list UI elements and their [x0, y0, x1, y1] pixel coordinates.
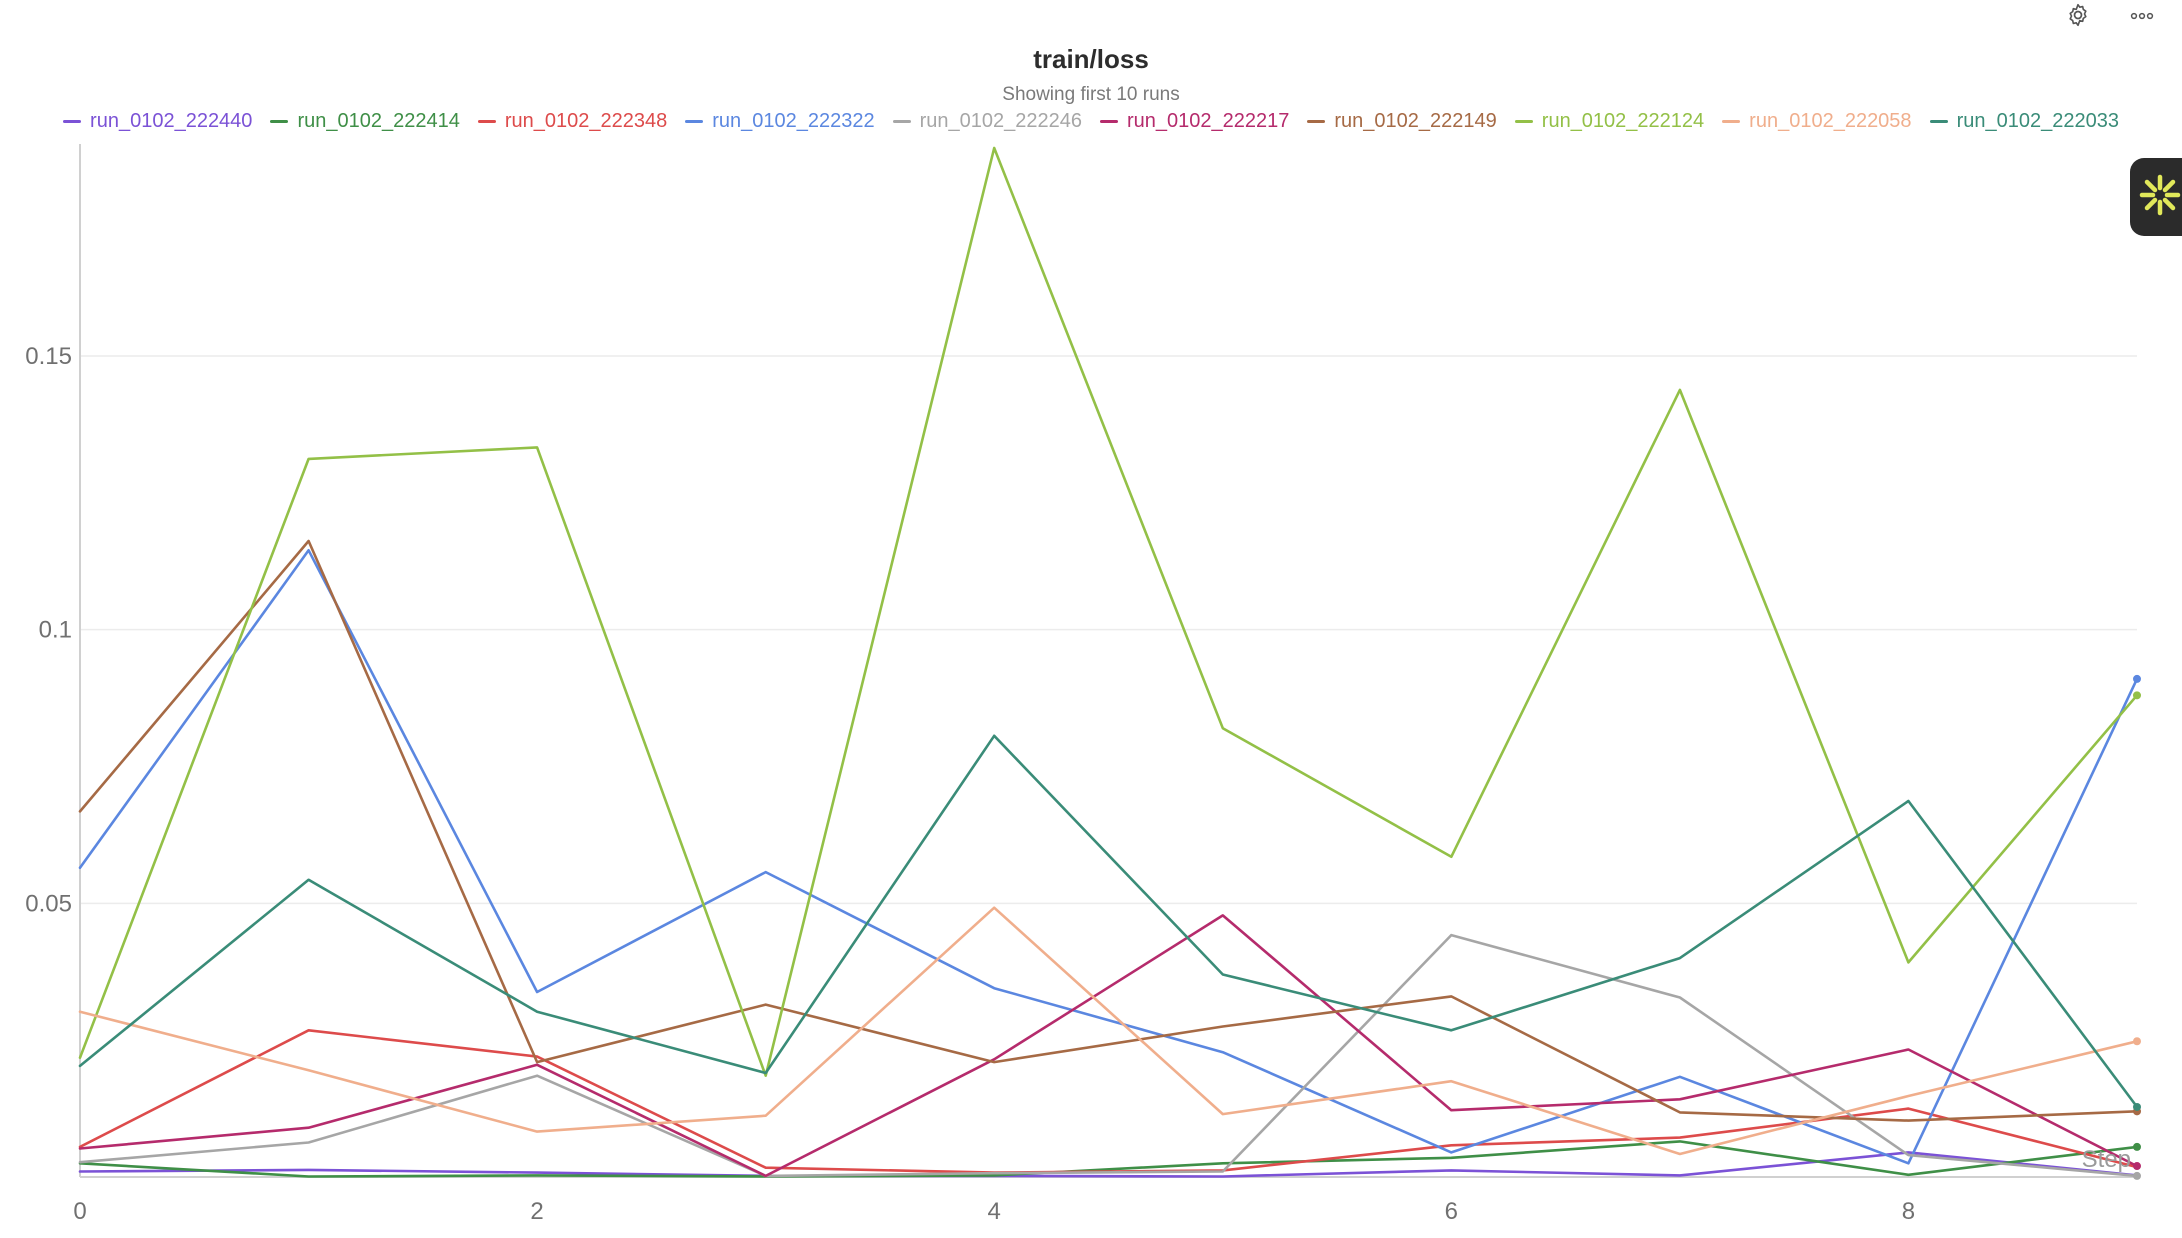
gear-icon	[2065, 2, 2091, 33]
legend-label: run_0102_222440	[90, 110, 253, 132]
legend-label: run_0102_222322	[712, 110, 875, 132]
series-line-run_0102_222217	[78, 914, 2139, 1178]
legend-swatch	[1307, 120, 1326, 123]
x-tick-label: 8	[1902, 1198, 1915, 1225]
legend-swatch	[685, 120, 704, 123]
legend-item[interactable]: run_0102_222058	[1722, 110, 1912, 133]
legend-item[interactable]: run_0102_222440	[63, 110, 252, 133]
series-line-run_0102_222246	[78, 933, 2139, 1178]
chart-settings-button[interactable]	[2060, 2, 2096, 32]
chart-subtitle: Showing first 10 runs	[1002, 84, 1180, 105]
legend-swatch	[1929, 120, 1948, 123]
assistant-widget-button[interactable]	[2130, 158, 2182, 236]
legend-swatch	[270, 120, 289, 123]
legend-swatch	[63, 120, 82, 123]
legend-label: run_0102_222246	[919, 110, 1082, 132]
x-tick-label: 0	[73, 1198, 86, 1225]
series-end-point-run_0102_222058	[2133, 1037, 2141, 1046]
chart-legend: run_0102_222440 run_0102_222414 run_0102_2…	[0, 110, 2182, 133]
legend-swatch	[477, 120, 496, 123]
x-tick-label: 2	[530, 1198, 543, 1225]
series-line-run_0102_222322	[78, 548, 2139, 1165]
series-end-point-run_0102_222322	[2133, 674, 2141, 683]
series-line-run_0102_222058	[78, 906, 2139, 1156]
series-end-point-run_0102_222217	[2133, 1162, 2141, 1171]
series-line-run_0102_222149	[78, 539, 2139, 1122]
legend-swatch	[1100, 120, 1118, 123]
series-end-point-run_0102_222124	[2133, 691, 2141, 700]
legend-item[interactable]: run_0102_222246	[892, 110, 1082, 133]
y-tick-label: 0.05	[25, 890, 72, 917]
chart-more-button[interactable]	[2124, 2, 2160, 32]
legend-swatch	[892, 120, 911, 123]
legend-label: run_0102_222149	[1334, 110, 1497, 132]
legend-swatch	[1722, 120, 1741, 123]
legend-label: run_0102_222217	[1127, 110, 1290, 132]
x-axis-label: Step	[2082, 1146, 2131, 1173]
series-end-point-run_0102_222414	[2133, 1142, 2141, 1151]
legend-item[interactable]: run_0102_222217	[1100, 110, 1289, 133]
legend-item[interactable]: run_0102_222124	[1514, 110, 1705, 133]
legend-item[interactable]: run_0102_222149	[1307, 110, 1497, 133]
legend-label: run_0102_222058	[1749, 110, 1912, 132]
y-tick-label: 0.1	[39, 617, 72, 644]
series-line-run_0102_222414	[78, 1140, 2139, 1178]
series-end-point-run_0102_222246	[2133, 1171, 2141, 1180]
series-end-point-run_0102_222033	[2133, 1102, 2141, 1111]
legend-label: run_0102_222124	[1541, 110, 1705, 132]
asterisk-icon	[2138, 173, 2182, 222]
series-line-run_0102_222440	[78, 1151, 2139, 1178]
y-tick-label: 0.15	[25, 343, 72, 370]
legend-item[interactable]: run_0102_222348	[477, 110, 668, 133]
x-tick-label: 4	[988, 1198, 1001, 1225]
x-tick-label: 6	[1445, 1198, 1458, 1225]
legend-item[interactable]: run_0102_222322	[685, 110, 875, 133]
series-line-run_0102_222033	[78, 734, 2139, 1109]
legend-swatch	[1514, 120, 1533, 123]
legend-item[interactable]: run_0102_222033	[1929, 110, 2119, 133]
legend-item[interactable]: run_0102_222414	[270, 110, 460, 133]
legend-label: run_0102_222348	[504, 110, 668, 132]
legend-label: run_0102_222414	[297, 110, 460, 132]
chart-title: train/loss	[1033, 44, 1149, 74]
series-line-run_0102_222124	[78, 146, 2139, 1077]
legend-label: run_0102_222033	[1956, 110, 2119, 132]
more-horizontal-icon	[2129, 8, 2155, 26]
